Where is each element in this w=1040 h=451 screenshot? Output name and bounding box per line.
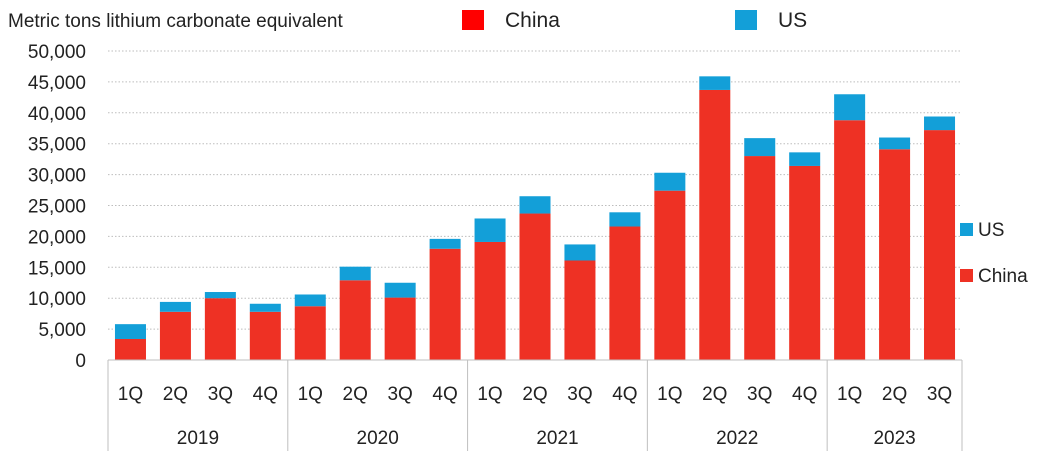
- bar-china: [834, 120, 866, 360]
- bar-us: [564, 244, 596, 261]
- x-tick-label: 2Q: [702, 384, 727, 405]
- bar-china: [789, 165, 821, 360]
- bar-china: [159, 311, 191, 360]
- bar-china: [114, 338, 146, 360]
- y-tick-label: 45,000: [28, 73, 86, 94]
- x-tick-label: 2Q: [882, 384, 907, 405]
- bar-us: [834, 94, 866, 121]
- bar-china: [204, 298, 236, 360]
- bar-china: [474, 241, 506, 360]
- bar-china: [519, 213, 551, 360]
- y-tick-label: 25,000: [28, 197, 86, 218]
- x-tick-label: 1Q: [118, 384, 143, 405]
- x-tick-label: 4Q: [612, 384, 637, 405]
- right-legend-label: US: [978, 220, 1004, 241]
- bar-us: [339, 266, 371, 281]
- year-label: 2022: [716, 428, 758, 449]
- top-legend: China US: [462, 9, 807, 32]
- x-tick-label: 4Q: [432, 384, 457, 405]
- right-legend: US China: [960, 220, 1028, 287]
- x-tick-label: 1Q: [298, 384, 323, 405]
- x-tick-label: 3Q: [747, 384, 772, 405]
- bar-us: [654, 172, 686, 191]
- bar-us: [159, 301, 191, 312]
- right-legend-label: China: [978, 266, 1028, 287]
- bar-us: [474, 218, 506, 242]
- y-tick-label: 10,000: [28, 289, 86, 310]
- bar-china: [339, 280, 371, 360]
- y-axis-ticks: 0 5,000 10,000 15,000 20,000 25,000 30,000 35,0…: [28, 42, 86, 372]
- bar-us: [699, 76, 731, 90]
- y-axis-label: Metric tons lithium carbonate equivalent: [8, 11, 344, 32]
- bar-us: [384, 282, 416, 298]
- y-tick-label: 15,000: [28, 258, 86, 279]
- top-legend-swatch: [462, 10, 484, 30]
- bar-us: [789, 152, 821, 166]
- bar-us: [879, 137, 911, 150]
- x-tick-label: 2Q: [163, 384, 188, 405]
- bar-china: [879, 149, 911, 360]
- x-tick-label: 4Q: [253, 384, 278, 405]
- x-tick-label: 3Q: [927, 384, 952, 405]
- x-tick-label: 3Q: [567, 384, 592, 405]
- bar-us: [204, 292, 236, 299]
- bar-us: [609, 212, 641, 227]
- bar-us: [114, 324, 146, 339]
- bar-us: [249, 303, 281, 312]
- y-tick-label: 35,000: [28, 135, 86, 156]
- y-tick-label: 0: [75, 351, 86, 372]
- top-legend-swatch: [735, 10, 757, 30]
- y-tick-label: 50,000: [28, 42, 86, 63]
- year-label: 2020: [357, 428, 399, 449]
- right-legend-swatch: [960, 223, 973, 236]
- y-tick-label: 30,000: [28, 166, 86, 187]
- bar-us: [294, 294, 326, 307]
- bar-china: [429, 248, 461, 360]
- x-tick-label: 1Q: [477, 384, 502, 405]
- y-tick-label: 20,000: [28, 227, 86, 248]
- bar-china: [699, 89, 731, 361]
- bar-us: [744, 138, 776, 157]
- bar-us: [429, 238, 461, 249]
- year-label: 2019: [177, 428, 219, 449]
- bar-china: [564, 260, 596, 360]
- x-tick-label: 3Q: [387, 384, 412, 405]
- x-tick-label: 1Q: [657, 384, 682, 405]
- x-tick-label: 4Q: [792, 384, 817, 405]
- bar-china: [744, 156, 776, 360]
- x-tick-label: 3Q: [208, 384, 233, 405]
- top-legend-label: China: [505, 9, 560, 32]
- bar-us: [924, 116, 956, 131]
- bar-china: [294, 306, 326, 360]
- y-tick-label: 5,000: [38, 320, 86, 341]
- bar-china: [654, 190, 686, 360]
- bar-china: [249, 311, 281, 360]
- x-tick-label: 2Q: [522, 384, 547, 405]
- bar-china: [609, 226, 641, 360]
- right-legend-swatch: [960, 269, 973, 282]
- top-legend-label: US: [778, 9, 807, 32]
- year-label: 2023: [873, 428, 915, 449]
- x-tick-label: 1Q: [837, 384, 862, 405]
- year-label: 2021: [536, 428, 578, 449]
- bar-china: [384, 297, 416, 360]
- bar-us: [519, 196, 551, 214]
- bar-china: [924, 130, 956, 360]
- bars: [114, 76, 956, 361]
- x-tick-label: 2Q: [343, 384, 368, 405]
- x-axis: 1Q 2Q 3Q 4Q 1Q 2Q 3Q 4Q 1Q 2Q 3Q 4Q 1Q 2Q 3Q 4Q 1Q 2Q 3Q 20…: [107, 359, 963, 451]
- y-tick-label: 40,000: [28, 104, 86, 125]
